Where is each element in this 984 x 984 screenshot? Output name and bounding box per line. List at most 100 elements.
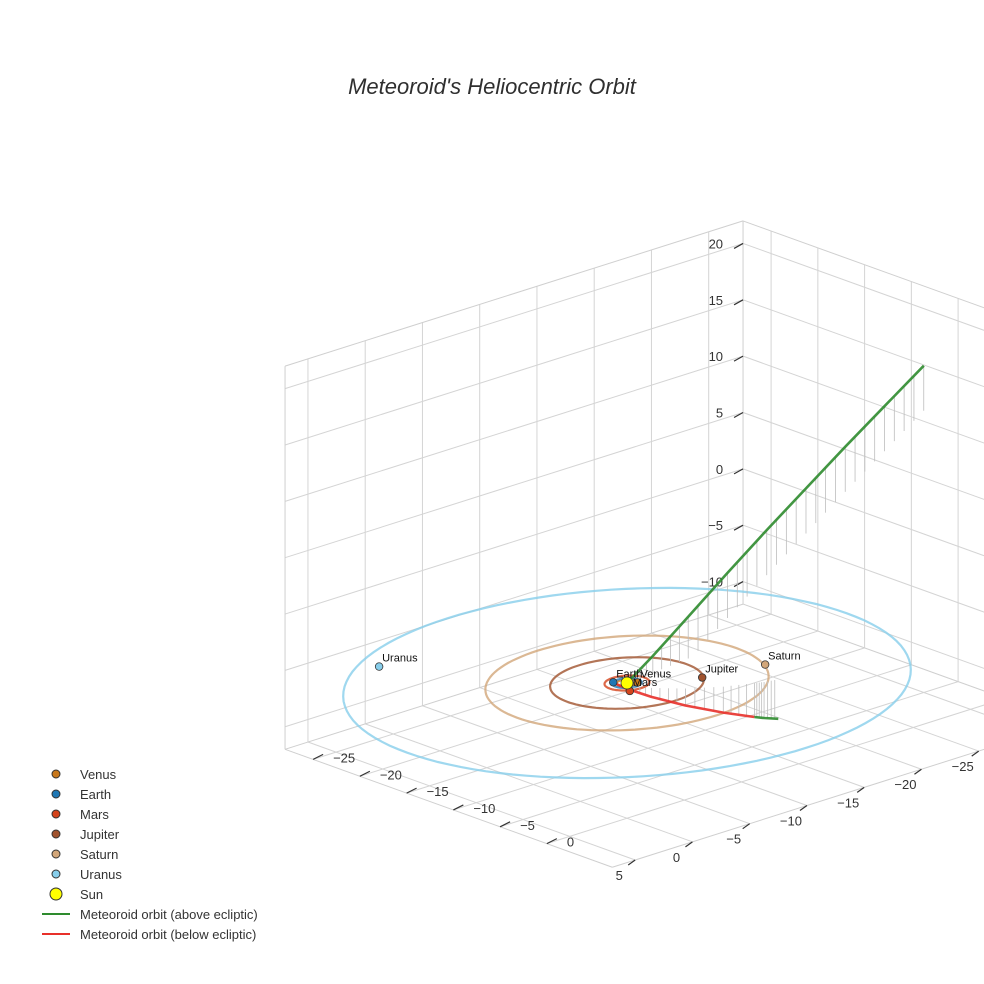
legend-item-uranus-swatch [38, 864, 76, 884]
legend-item-jupiter: Jupiter [38, 824, 258, 844]
grid-line [742, 524, 984, 613]
grid-line [742, 412, 984, 500]
legend-item-sun-label: Sun [80, 886, 104, 902]
axis-ticks: −30−25−20−15−10−505−25−20−15−10−50−10−50… [312, 236, 980, 883]
z-tick [733, 299, 744, 306]
y-tick-label: −5 [520, 818, 535, 833]
x-tick-label: −25 [952, 759, 974, 774]
x-tick-label: 0 [673, 850, 680, 865]
axis-edge [612, 748, 984, 868]
legend-item-saturn-swatch [38, 844, 76, 864]
legend-item-meteoroid-0-label: Meteoroid orbit (above ecliptic) [80, 906, 258, 922]
y-tick-label: 0 [567, 835, 574, 850]
y-tick-label: −20 [380, 767, 402, 782]
z-tick [733, 468, 744, 475]
z-tick-label: 15 [709, 293, 723, 308]
x-tick [971, 750, 980, 757]
grid-line [312, 613, 772, 760]
x-tick [627, 859, 636, 866]
axis-edge [284, 220, 744, 367]
z-tick [733, 242, 744, 249]
grid-line [479, 687, 808, 807]
z-tick-label: 20 [709, 236, 723, 251]
x-tick-label: −10 [780, 814, 802, 829]
axis-edge [742, 603, 984, 692]
planet-label-venus: Venus [641, 669, 672, 681]
grid-line [284, 299, 744, 446]
axis-edge [284, 748, 613, 868]
legend-item-meteoroid-1: Meteoroid orbit (below ecliptic) [38, 924, 258, 944]
z-tick [733, 411, 744, 419]
orbit-uranus [342, 586, 912, 780]
axis-edge [742, 220, 984, 309]
axis-edge [284, 603, 744, 750]
z-tick-label: 5 [716, 406, 723, 421]
legend-item-sun: Sun [38, 884, 258, 904]
grid-line [307, 741, 636, 861]
grid-line [284, 581, 744, 728]
grid-line [284, 412, 744, 559]
grid-line [742, 468, 984, 557]
y-tick [312, 753, 324, 760]
legend-item-uranus-label: Uranus [80, 866, 122, 882]
y-tick [499, 821, 511, 828]
planet-marker-jupiter [698, 673, 707, 682]
x-tick-label: −20 [894, 777, 916, 792]
planet-label-earth: Earth [616, 668, 642, 680]
grid-line [284, 524, 744, 671]
grid-line [742, 581, 984, 669]
orbit-jupiter [548, 656, 706, 710]
grid [284, 220, 984, 868]
planet-marker-uranus [374, 662, 384, 671]
legend-item-sun-swatch [38, 884, 76, 904]
grid-line [284, 355, 744, 502]
x-tick [914, 768, 922, 775]
z-tick-label: 10 [709, 349, 723, 364]
z-tick-label: −5 [708, 518, 723, 533]
grid-line [742, 355, 984, 444]
grid-line [284, 468, 744, 615]
grid-line [406, 647, 865, 794]
x-tick [742, 823, 751, 830]
legend-item-jupiter-swatch [38, 824, 76, 844]
y-tick [453, 804, 464, 811]
z-tick-label: 0 [716, 462, 723, 477]
legend-item-mars-label: Mars [80, 806, 109, 822]
grid-line [536, 668, 865, 788]
meteoroid-orbit-series-0 [626, 364, 925, 684]
sun-marker [620, 676, 634, 690]
y-tick-label: −25 [333, 750, 355, 765]
grid-line [453, 664, 912, 811]
y-tick [359, 770, 371, 777]
x-tick-label: −5 [726, 832, 741, 847]
legend-item-venus: Venus [38, 764, 258, 784]
grid-line [651, 632, 979, 752]
y-tick [406, 787, 417, 794]
legend-item-meteoroid-1-swatch [38, 924, 76, 944]
grid-line [359, 630, 819, 777]
planet-marker-saturn [760, 660, 770, 669]
z-tick [733, 524, 744, 531]
planet-marker-earth [609, 678, 618, 687]
planet-label-uranus: Uranus [382, 653, 418, 665]
grid-line [499, 681, 959, 828]
legend-item-saturn: Saturn [38, 844, 258, 864]
legend-item-saturn-label: Saturn [80, 846, 119, 862]
y-tick-label: −10 [473, 801, 495, 816]
y-tick [546, 838, 558, 845]
grid-line [422, 705, 750, 825]
legend-item-meteoroid-1-label: Meteoroid orbit (below ecliptic) [80, 926, 257, 942]
grid-line [742, 242, 984, 331]
legend-item-jupiter-label: Jupiter [80, 826, 120, 842]
legend-item-earth-label: Earth [80, 786, 112, 802]
x-tick [856, 786, 865, 793]
grid-line [708, 614, 984, 715]
legend: Venus Earth Mars Jupiter Saturn Uranus Sun Mete… [38, 764, 258, 944]
legend-item-mars-swatch [38, 804, 76, 824]
orbit-saturn [484, 634, 770, 732]
grid-line [365, 723, 693, 843]
legend-item-earth-swatch [38, 784, 76, 804]
legend-item-mars: Mars [38, 804, 258, 824]
